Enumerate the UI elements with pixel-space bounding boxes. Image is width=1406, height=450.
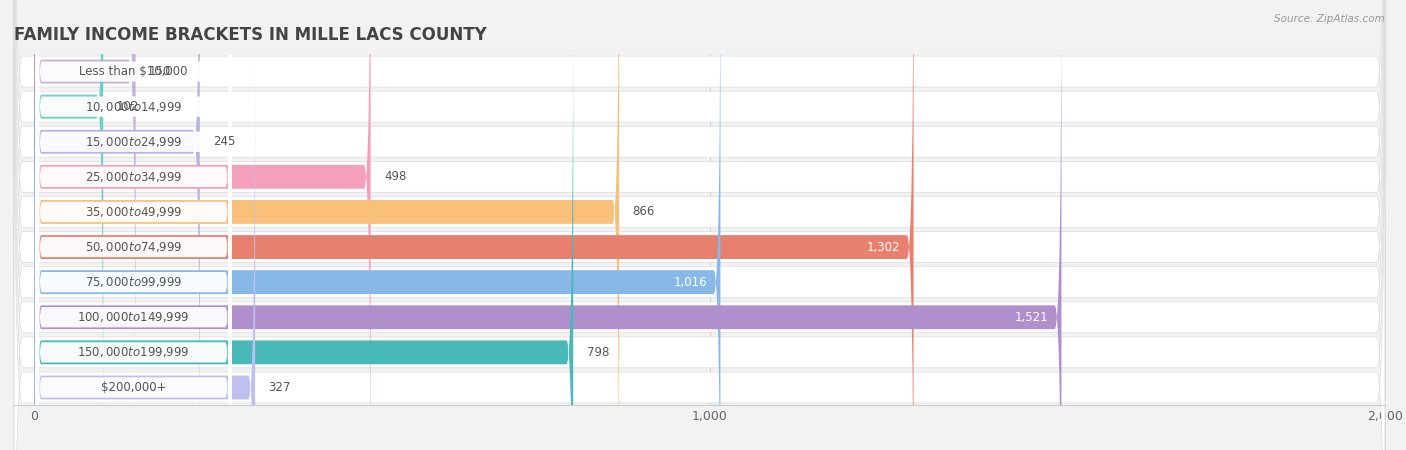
FancyBboxPatch shape xyxy=(34,0,1062,450)
FancyBboxPatch shape xyxy=(34,0,720,450)
FancyBboxPatch shape xyxy=(14,0,1385,450)
Text: 102: 102 xyxy=(117,100,139,113)
Text: 1,521: 1,521 xyxy=(1014,311,1047,324)
FancyBboxPatch shape xyxy=(14,0,1385,450)
FancyBboxPatch shape xyxy=(34,49,254,450)
Text: 1,302: 1,302 xyxy=(866,241,900,253)
FancyBboxPatch shape xyxy=(14,0,1385,450)
FancyBboxPatch shape xyxy=(35,47,232,450)
Text: 866: 866 xyxy=(633,206,655,218)
FancyBboxPatch shape xyxy=(14,0,1385,450)
FancyBboxPatch shape xyxy=(14,0,1385,450)
Text: 150: 150 xyxy=(149,65,172,78)
FancyBboxPatch shape xyxy=(34,0,914,450)
Text: $100,000 to $149,999: $100,000 to $149,999 xyxy=(77,310,190,324)
Text: 798: 798 xyxy=(586,346,609,359)
FancyBboxPatch shape xyxy=(34,14,574,450)
FancyBboxPatch shape xyxy=(14,0,1385,450)
FancyBboxPatch shape xyxy=(35,0,232,450)
FancyBboxPatch shape xyxy=(34,0,619,450)
FancyBboxPatch shape xyxy=(35,12,232,450)
FancyBboxPatch shape xyxy=(34,0,371,450)
FancyBboxPatch shape xyxy=(35,0,232,412)
FancyBboxPatch shape xyxy=(34,0,135,410)
FancyBboxPatch shape xyxy=(35,0,232,447)
FancyBboxPatch shape xyxy=(14,0,1385,450)
FancyBboxPatch shape xyxy=(14,0,1385,450)
Text: $15,000 to $24,999: $15,000 to $24,999 xyxy=(84,135,183,149)
FancyBboxPatch shape xyxy=(35,82,232,450)
Text: $10,000 to $14,999: $10,000 to $14,999 xyxy=(84,99,183,114)
Text: 327: 327 xyxy=(269,381,291,394)
FancyBboxPatch shape xyxy=(35,0,232,450)
Text: Source: ZipAtlas.com: Source: ZipAtlas.com xyxy=(1274,14,1385,23)
FancyBboxPatch shape xyxy=(34,0,200,450)
Text: $35,000 to $49,999: $35,000 to $49,999 xyxy=(84,205,183,219)
Text: Less than $10,000: Less than $10,000 xyxy=(79,65,188,78)
Text: 1,016: 1,016 xyxy=(673,276,707,288)
FancyBboxPatch shape xyxy=(14,0,1385,450)
Text: $200,000+: $200,000+ xyxy=(101,381,166,394)
FancyBboxPatch shape xyxy=(35,0,232,450)
Text: $50,000 to $74,999: $50,000 to $74,999 xyxy=(84,240,183,254)
Text: $75,000 to $99,999: $75,000 to $99,999 xyxy=(84,275,183,289)
Text: 498: 498 xyxy=(384,171,406,183)
FancyBboxPatch shape xyxy=(35,0,232,450)
FancyBboxPatch shape xyxy=(35,0,232,377)
Text: $150,000 to $199,999: $150,000 to $199,999 xyxy=(77,345,190,360)
Text: 245: 245 xyxy=(214,135,236,148)
Text: $25,000 to $34,999: $25,000 to $34,999 xyxy=(84,170,183,184)
Text: FAMILY INCOME BRACKETS IN MILLE LACS COUNTY: FAMILY INCOME BRACKETS IN MILLE LACS COU… xyxy=(14,26,486,44)
FancyBboxPatch shape xyxy=(14,0,1385,450)
FancyBboxPatch shape xyxy=(34,0,103,446)
